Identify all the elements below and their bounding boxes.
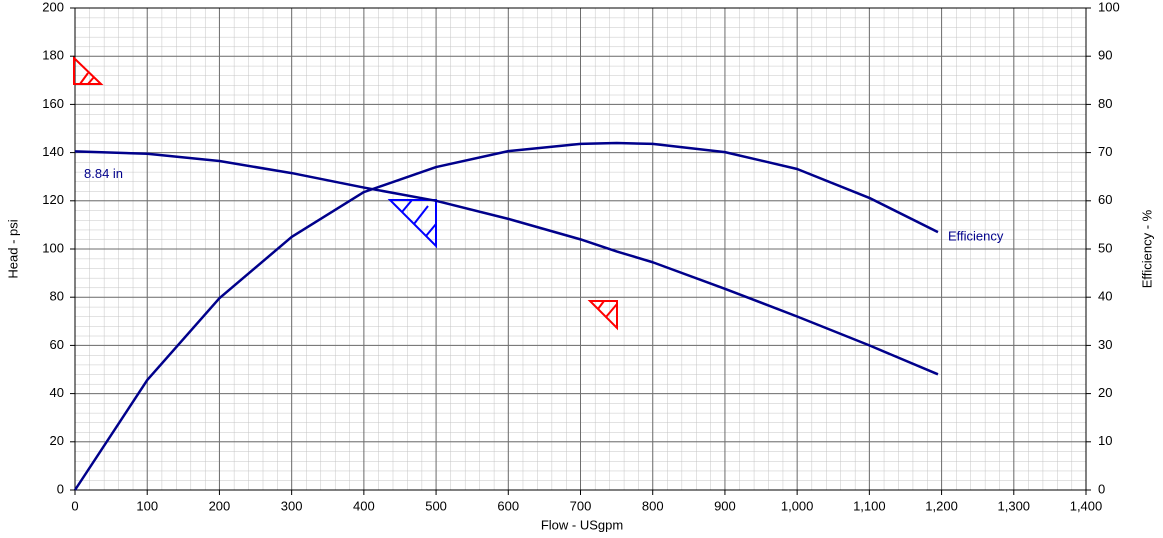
y2-tick-label: 30 xyxy=(1098,337,1112,352)
curve-label: 8.84 in xyxy=(84,166,123,181)
y-tick-label: 200 xyxy=(42,0,64,14)
x-tick-label: 1,400 xyxy=(1070,498,1103,513)
y-axis-title: Head - psi xyxy=(5,219,20,278)
x-tick-label: 800 xyxy=(642,498,664,513)
x-tick-label: 0 xyxy=(71,498,78,513)
x-tick-label: 300 xyxy=(281,498,303,513)
x-tick-label: 400 xyxy=(353,498,375,513)
y-tick-label: 100 xyxy=(42,240,64,255)
x-tick-label: 100 xyxy=(136,498,158,513)
curve xyxy=(73,141,939,491)
y2-tick-label: 60 xyxy=(1098,192,1112,207)
y-tick-label: 60 xyxy=(50,337,64,352)
y-tick-label: 0 xyxy=(57,481,64,496)
x-tick-label: 1,300 xyxy=(998,498,1031,513)
y-tick-label: 180 xyxy=(42,48,64,63)
x-tick-label: 700 xyxy=(570,498,592,513)
y2-tick-label: 50 xyxy=(1098,240,1112,255)
y2-tick-label: 10 xyxy=(1098,433,1112,448)
curve-label: Efficiency xyxy=(948,229,1004,244)
y-tick-label: 140 xyxy=(42,144,64,159)
curve xyxy=(74,150,939,376)
x-tick-label: 200 xyxy=(209,498,231,513)
marker-red-top xyxy=(73,55,104,85)
y2-tick-label: 80 xyxy=(1098,96,1112,111)
x-tick-label: 1,200 xyxy=(925,498,958,513)
x-tick-label: 600 xyxy=(497,498,519,513)
y-tick-label: 20 xyxy=(50,433,64,448)
x-tick-label: 1,000 xyxy=(781,498,814,513)
marker-blue xyxy=(387,199,437,249)
x-tick-label: 900 xyxy=(714,498,736,513)
y-tick-label: 40 xyxy=(50,385,64,400)
y2-tick-label: 40 xyxy=(1098,289,1112,304)
y2-axis-title: Efficiency - % xyxy=(1139,209,1154,288)
y-tick-label: 80 xyxy=(50,289,64,304)
y2-tick-label: 90 xyxy=(1098,48,1112,63)
y2-tick-label: 100 xyxy=(1098,0,1120,14)
curves xyxy=(73,141,939,491)
y2-tick-label: 0 xyxy=(1098,481,1105,496)
y2-tick-label: 20 xyxy=(1098,385,1112,400)
marker-red-right xyxy=(587,300,618,331)
y-tick-label: 120 xyxy=(42,192,64,207)
x-axis-title: Flow - USgpm xyxy=(541,517,623,532)
y2-tick-label: 70 xyxy=(1098,144,1112,159)
x-tick-label: 1,100 xyxy=(853,498,886,513)
x-tick-label: 500 xyxy=(425,498,447,513)
y-tick-label: 160 xyxy=(42,96,64,111)
